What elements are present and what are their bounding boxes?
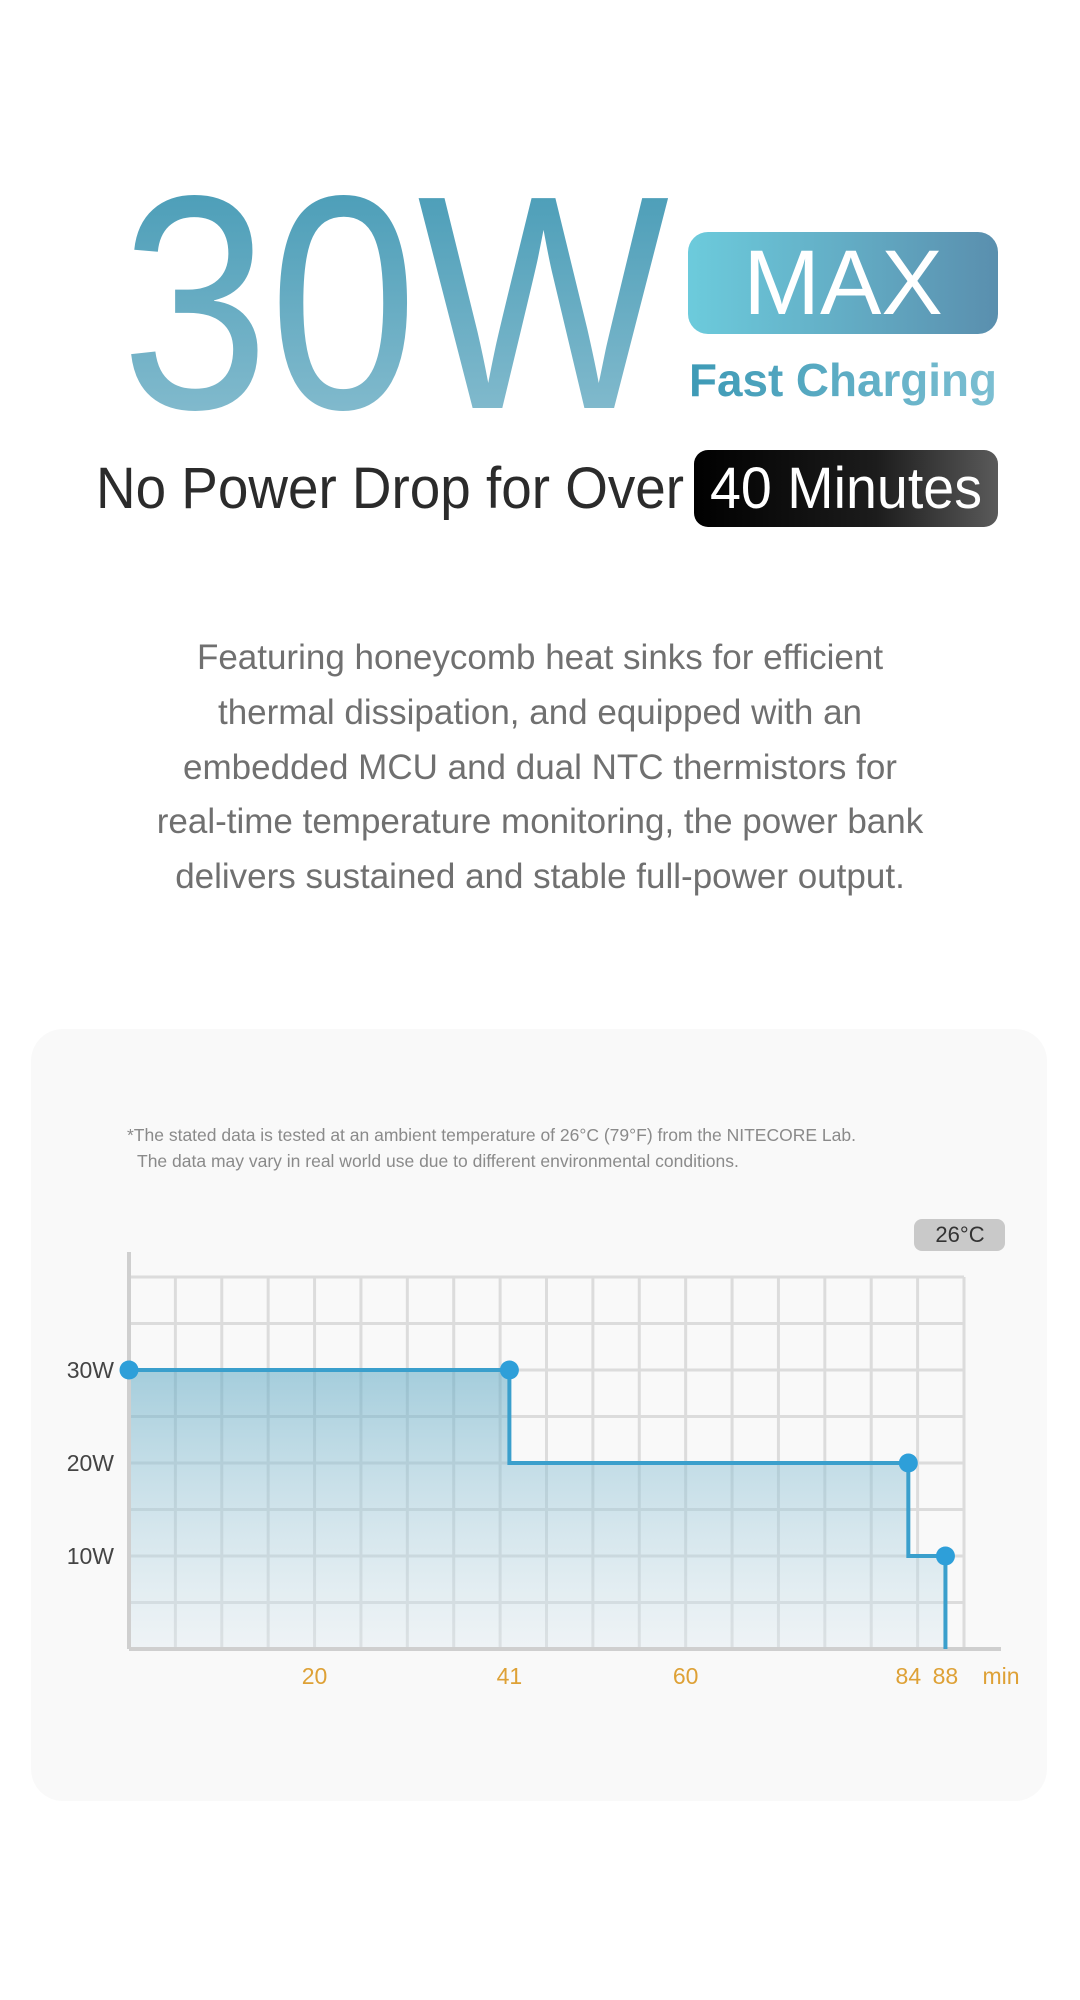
x-tick-label: 41: [497, 1663, 523, 1689]
y-tick-label: 20W: [67, 1450, 115, 1476]
max-badge-text: MAX: [743, 232, 942, 334]
x-tick-label: 60: [673, 1663, 699, 1689]
highlight-box: [694, 450, 998, 527]
description-line: embedded MCU and dual NTC thermistors fo…: [183, 748, 897, 787]
max-badge: [688, 232, 998, 334]
point: [499, 1360, 519, 1380]
description-line: real-time temperature monitoring, the po…: [157, 802, 924, 841]
x-tick-label: 84: [896, 1663, 922, 1689]
x-tick-label: 88: [933, 1663, 959, 1689]
chart-note: The data may vary in real world use due …: [137, 1151, 739, 1171]
description-line: thermal dissipation, and equipped with a…: [218, 693, 862, 732]
chart-note: *The stated data is tested at an ambient…: [127, 1125, 856, 1145]
x-axis-label: min: [982, 1663, 1019, 1689]
hero-title: 30W: [121, 132, 671, 473]
description-line: Featuring honeycomb heat sinks for effic…: [197, 638, 883, 677]
temperature-badge-text: 26°C: [935, 1222, 984, 1247]
plot: 10W 20W 30W 20 41 60 84 88 min: [67, 1252, 1020, 1689]
headline: No Power Drop for Over: [96, 456, 684, 521]
point: [898, 1453, 918, 1473]
description: Featuring honeycomb heat sinks for effic…: [157, 638, 924, 896]
x-tick-label: 20: [302, 1663, 328, 1689]
point: [935, 1546, 955, 1566]
description-line: delivers sustained and stable full-power…: [175, 857, 905, 896]
point: [119, 1360, 139, 1380]
highlight-text: 40 Minutes: [710, 456, 982, 521]
subtitle: Fast Charging: [689, 354, 997, 406]
y-tick-label: 10W: [67, 1543, 115, 1569]
temperature-badge: [914, 1219, 1005, 1251]
y-tick-label: 30W: [67, 1357, 115, 1383]
area: [129, 1370, 946, 1649]
